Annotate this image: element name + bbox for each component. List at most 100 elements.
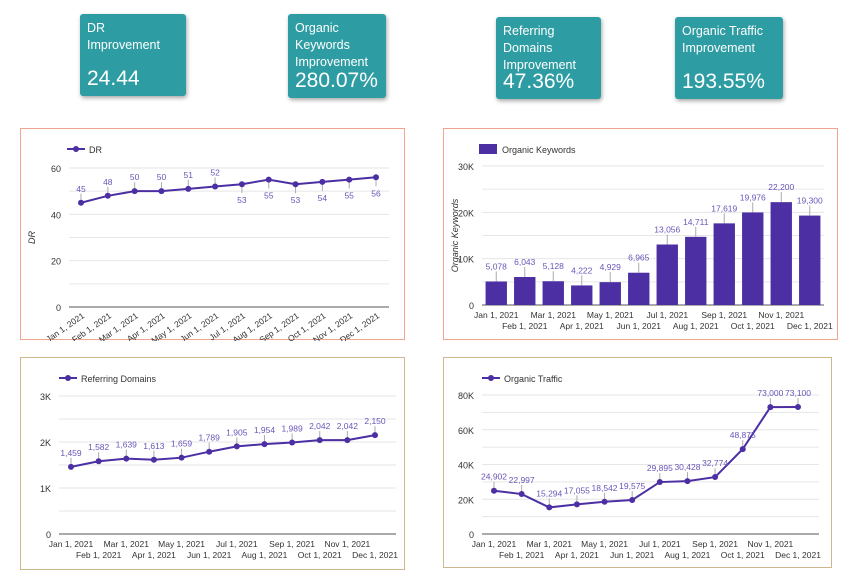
x-tick-label: Aug 1, 2021: [242, 550, 288, 560]
x-tick-label: Jun 1, 2021: [610, 550, 655, 560]
data-point: [344, 437, 351, 444]
x-tick-label: Jul 1, 2021: [639, 539, 681, 549]
data-label: 56: [371, 188, 381, 198]
x-tick-label: Nov 1, 2021: [324, 539, 370, 549]
y-tick-label: 60K: [458, 426, 474, 436]
legend-marker: [488, 375, 494, 381]
data-label: 1,789: [199, 433, 221, 443]
x-tick-label: Aug 1, 2021: [673, 321, 719, 331]
card-value: 193.55%: [682, 70, 765, 93]
series-line: [70, 434, 376, 468]
data-label: 48: [103, 177, 113, 187]
bar: [656, 244, 678, 305]
data-label: 53: [237, 195, 247, 205]
bar: [571, 285, 593, 305]
y-tick-label: 20K: [458, 208, 474, 218]
x-tick-label: Feb 1, 2021: [76, 550, 122, 560]
x-tick-label: May 1, 2021: [158, 539, 205, 549]
y-tick-label: 0: [46, 530, 51, 540]
card-title: Organic Keywords Improvement: [295, 21, 368, 69]
card-value: 24.44: [87, 67, 140, 90]
y-tick-label: 10K: [458, 255, 474, 265]
series-line: [493, 405, 799, 509]
data-point: [185, 185, 192, 192]
x-tick-label: Mar 1, 2021: [527, 539, 573, 549]
data-label: 18,542: [592, 483, 618, 493]
card-value: 280.07%: [295, 69, 378, 92]
data-label: 1,659: [171, 439, 193, 449]
x-tick-label: Jan 1, 2021: [472, 539, 517, 549]
x-tick-label: Nov 1, 2021: [747, 539, 793, 549]
data-label: 2,042: [309, 421, 331, 431]
data-point: [656, 479, 663, 486]
x-tick-label: Sep 1, 2021: [701, 310, 747, 320]
data-point: [316, 437, 323, 444]
data-label: 51: [184, 170, 194, 180]
data-label: 19,300: [797, 196, 823, 206]
data-point: [131, 188, 138, 195]
data-point: [573, 501, 580, 508]
x-tick-label: Jan 1, 2021: [49, 539, 94, 549]
organic-traffic-improvement-card: Organic Traffic Improvement 193.55%: [675, 17, 783, 99]
data-point: [684, 478, 691, 485]
y-tick-label: 20K: [458, 495, 474, 505]
x-tick-label: Jul 1, 2021: [646, 310, 688, 320]
data-point: [629, 496, 636, 503]
dr-chart-panel: 0 20 40 60 DR DR 45 Jan 1, 2021 48 Feb 1, 2021 50 M…: [20, 128, 405, 345]
data-point: [238, 181, 245, 188]
card-title: Referring Domains Improvement: [503, 24, 576, 72]
y-tick-label: 0: [469, 530, 474, 540]
x-tick-label: Mar 1, 2021: [104, 539, 150, 549]
data-point: [104, 192, 111, 199]
data-label: 17,619: [711, 203, 737, 213]
y-tick-label: 1K: [40, 484, 51, 494]
y-tick-label: 3K: [40, 392, 51, 402]
bar: [685, 236, 707, 305]
data-label: 55: [344, 191, 354, 201]
data-label: 22,997: [509, 475, 535, 485]
data-label: 4,222: [571, 265, 593, 275]
card-title: DR Improvement: [87, 21, 160, 52]
data-label: 50: [130, 172, 140, 182]
x-tick-label: Oct 1, 2021: [721, 550, 765, 560]
x-tick-label: Jun 1, 2021: [187, 550, 232, 560]
x-tick-label: May 1, 2021: [587, 310, 634, 320]
y-tick-label: 40: [51, 210, 61, 220]
data-point: [78, 199, 84, 206]
bar: [742, 212, 764, 305]
data-point: [319, 178, 326, 185]
data-label: 52: [210, 168, 220, 178]
y-tick-label: 20: [51, 257, 61, 267]
y-axis-label: DR: [27, 231, 37, 244]
y-tick-label: 80K: [458, 391, 474, 401]
bar: [799, 215, 821, 305]
y-tick-label: 2K: [40, 438, 51, 448]
referring-domains-chart-panel: 0 1K 2K 3K Referring Domains 1,459 Jan 1, 2021…: [20, 357, 405, 570]
data-point: [518, 491, 525, 498]
x-tick-label: Mar 1, 2021: [531, 310, 577, 320]
organic-traffic-chart: 0 20K 40K 60K 80K Organic Traffic 24,902 Jan 1,…: [458, 374, 821, 560]
data-label: 6,043: [514, 257, 536, 267]
data-label: 73,100: [785, 388, 811, 398]
data-label: 54: [318, 193, 328, 203]
x-tick-label: Sep 1, 2021: [692, 539, 738, 549]
x-tick-label: Jun 1, 2021: [617, 321, 662, 331]
bar: [599, 282, 621, 305]
y-tick-label: 0: [56, 303, 61, 313]
data-label: 5,128: [543, 261, 565, 271]
data-point: [292, 181, 299, 188]
y-axis-label: Organic Keywords: [450, 198, 460, 272]
x-tick-label: Feb 1, 2021: [502, 321, 548, 331]
data-label: 29,895: [647, 463, 673, 473]
data-point: [95, 458, 102, 465]
data-label: 45: [76, 184, 86, 194]
data-label: 32,774: [702, 458, 728, 468]
data-point: [212, 183, 219, 190]
data-label: 1,639: [116, 440, 138, 450]
data-label: 1,459: [60, 448, 82, 458]
data-label: 2,150: [364, 416, 386, 426]
data-label: 24,902: [481, 472, 507, 482]
data-label: 1,582: [88, 442, 110, 452]
referring-domains-improvement-card: Referring Domains Improvement 47.36%: [496, 17, 601, 99]
data-label: 73,000: [757, 388, 783, 398]
